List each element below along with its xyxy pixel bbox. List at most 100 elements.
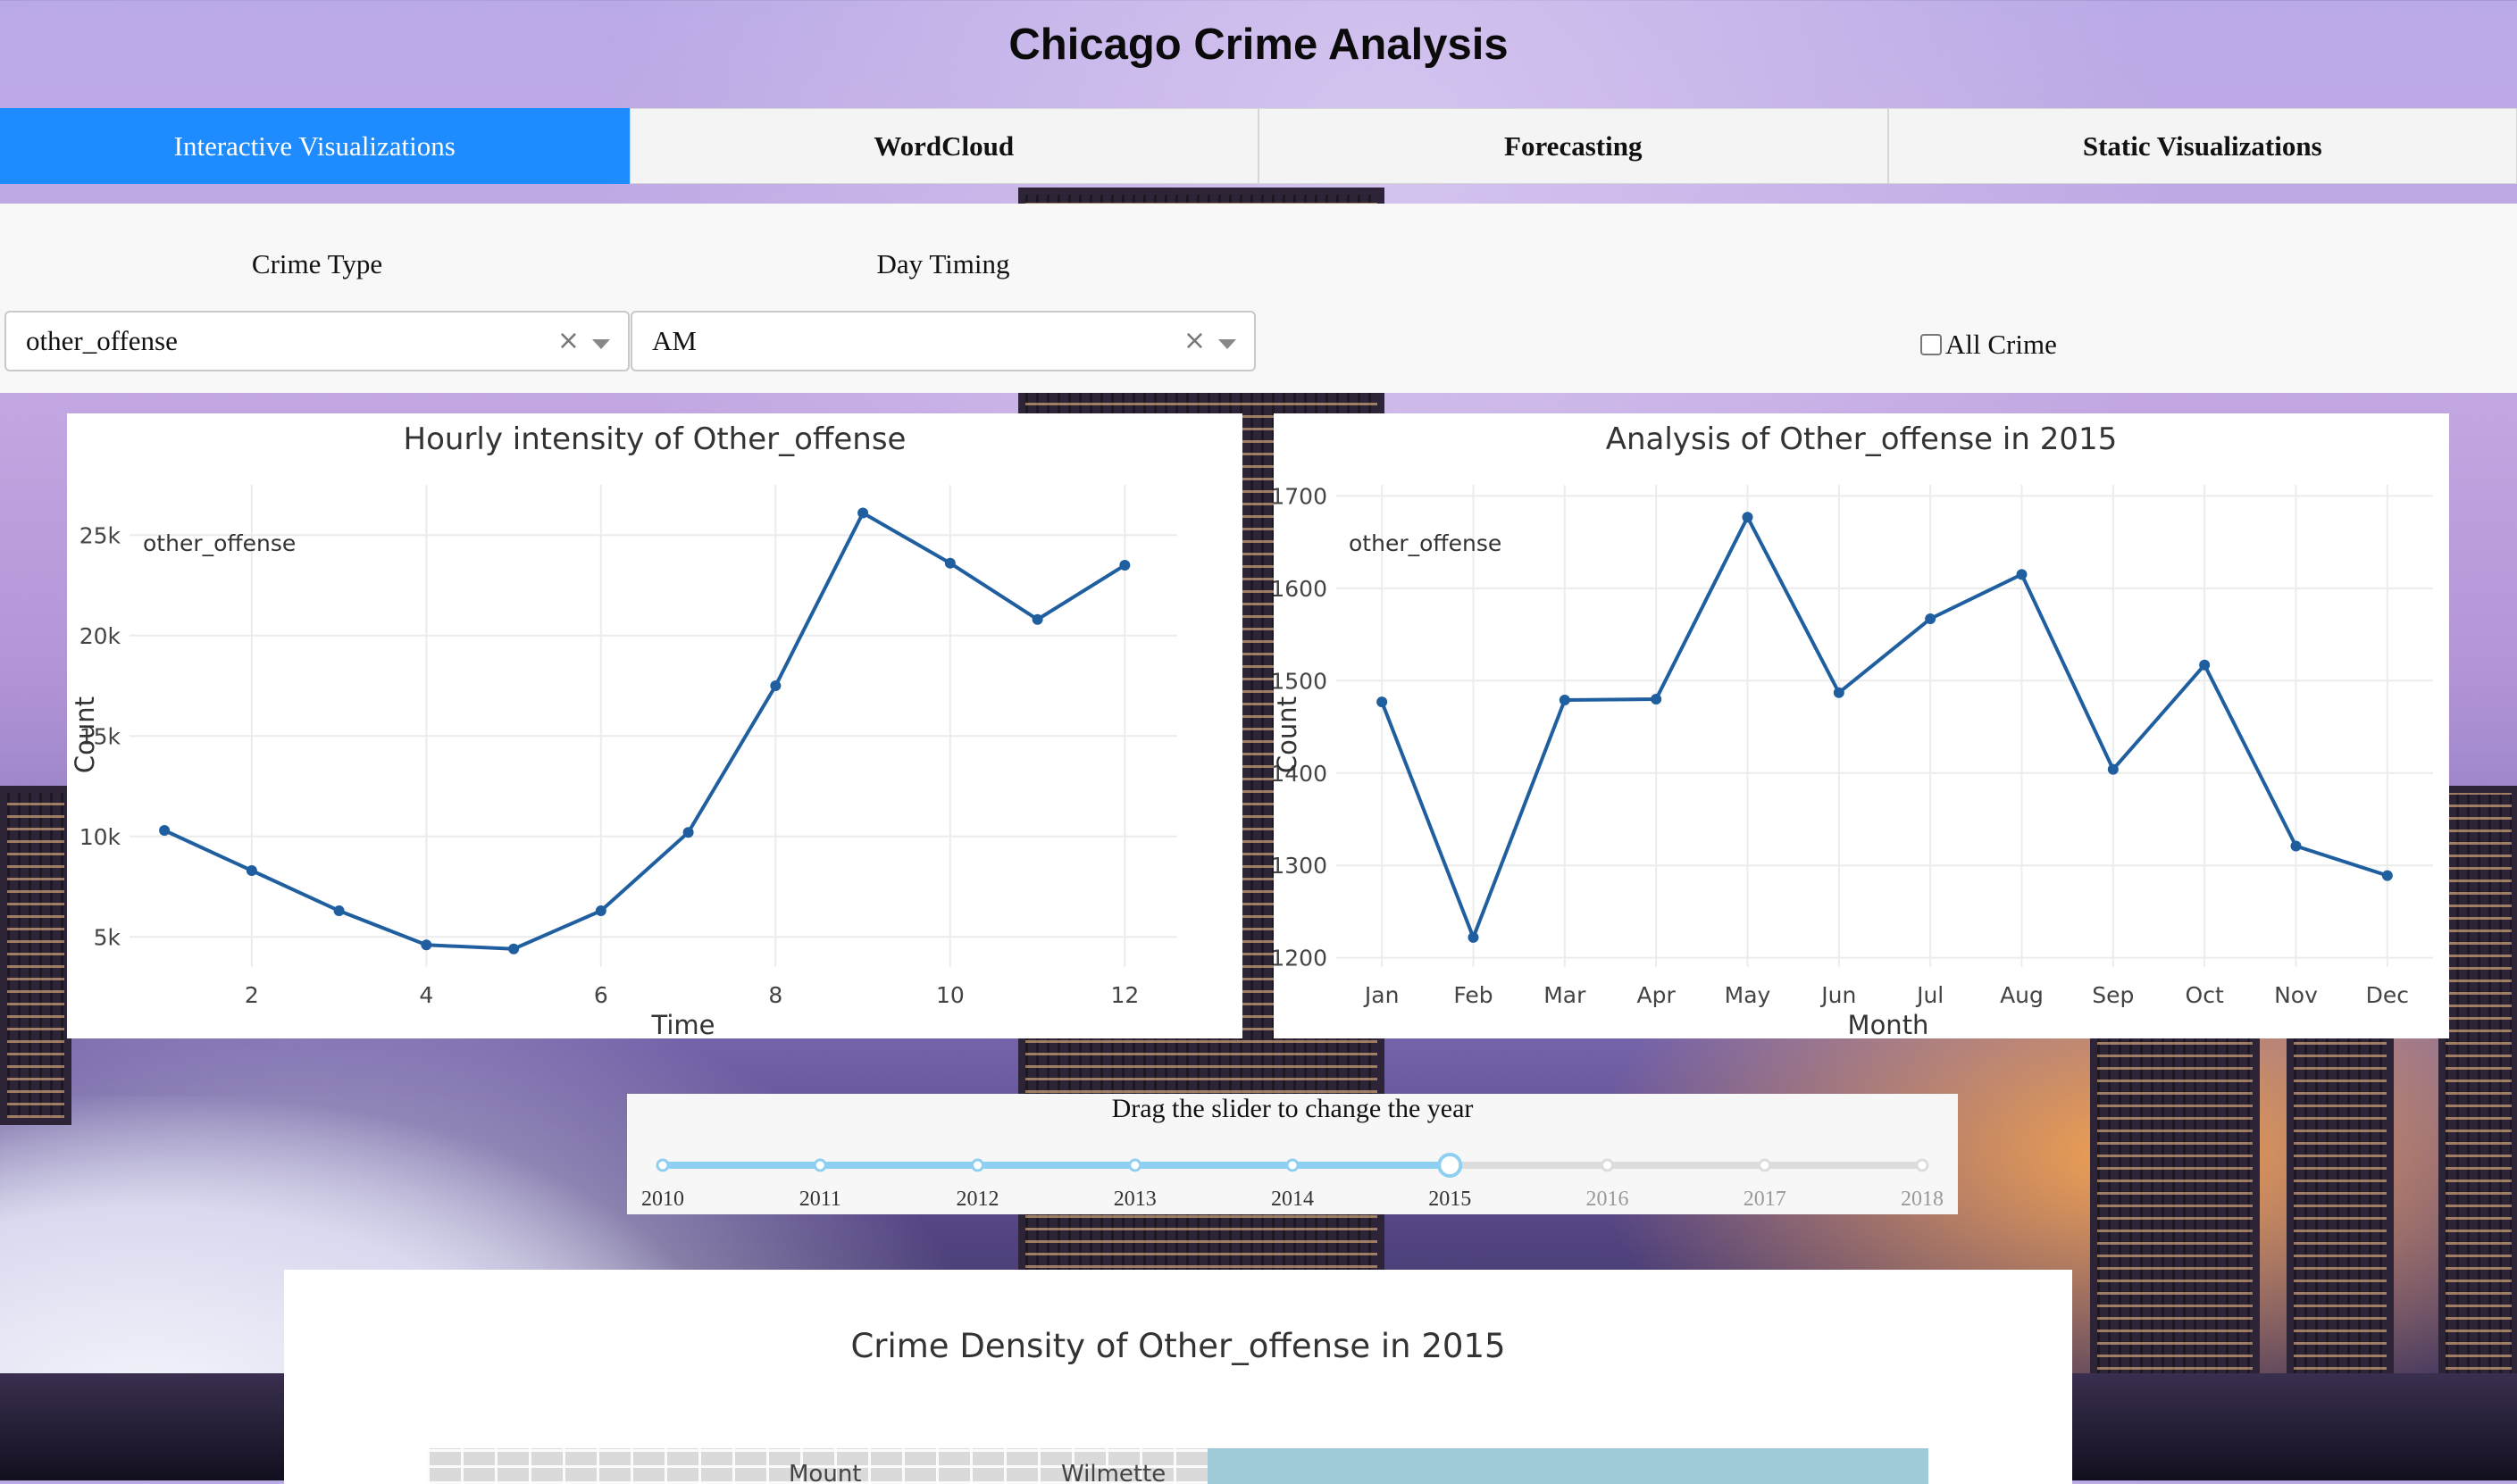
data-point[interactable] <box>2108 764 2119 775</box>
all-crime-checkbox[interactable] <box>1920 334 1942 355</box>
slider-dot[interactable] <box>1760 1160 1770 1171</box>
skyline-building <box>2438 786 2517 1402</box>
clear-icon[interactable]: × <box>557 325 580 356</box>
legend-label: other_offense <box>1349 530 1501 556</box>
data-point[interactable] <box>421 939 431 950</box>
data-point[interactable] <box>2199 660 2210 671</box>
x-tick-label: Oct <box>2186 982 2224 1008</box>
slider-dot[interactable] <box>657 1160 668 1171</box>
slider-dot[interactable] <box>1130 1160 1141 1171</box>
data-point[interactable] <box>596 905 606 916</box>
data-point[interactable] <box>945 558 956 569</box>
filter-controls: Crime Type Day Timing other_offense × AM… <box>0 204 2517 393</box>
x-tick-label: Jul <box>1915 982 1944 1008</box>
all-crime-toggle[interactable]: All Crime <box>1920 329 2057 361</box>
map-place-label: Wilmette <box>1061 1461 1166 1484</box>
x-tick-label: Nov <box>2274 982 2318 1008</box>
tab-wordcloud[interactable]: WordCloud <box>630 108 1259 184</box>
data-point[interactable] <box>508 944 519 955</box>
y-tick-label: 1600 <box>1274 576 1327 602</box>
x-tick-label: 8 <box>768 982 782 1008</box>
tab-bar: Interactive Visualizations WordCloud For… <box>0 108 2517 184</box>
data-point[interactable] <box>247 865 257 876</box>
slider-dot[interactable] <box>1602 1160 1613 1171</box>
clear-icon[interactable]: × <box>1183 325 1206 356</box>
data-point[interactable] <box>1834 688 1844 698</box>
x-tick-label: Aug <box>2000 982 2044 1008</box>
data-point[interactable] <box>1376 696 1387 707</box>
year-slider[interactable]: 2010 2011 2012 2013 2014 2015 2016 2017 2018 <box>627 1094 1958 1214</box>
slider-year-label[interactable]: 2015 <box>1428 1188 1471 1211</box>
data-point[interactable] <box>1651 694 1661 704</box>
y-tick-label: 1500 <box>1274 668 1327 694</box>
data-point[interactable] <box>1033 614 1043 625</box>
tab-static-visualizations[interactable]: Static Visualizations <box>1888 108 2517 184</box>
slider-year-label[interactable]: 2013 <box>1114 1188 1157 1211</box>
x-tick-label: 12 <box>1110 982 1139 1008</box>
data-point[interactable] <box>683 827 694 838</box>
slider-handle[interactable] <box>1439 1155 1460 1176</box>
y-tick-label: 1700 <box>1274 483 1327 509</box>
data-point[interactable] <box>159 825 170 836</box>
day-timing-label: Day Timing <box>631 248 1256 280</box>
data-point[interactable] <box>334 905 345 916</box>
x-tick-label: Mar <box>1543 982 1586 1008</box>
slider-year-label[interactable]: 2017 <box>1744 1188 1786 1211</box>
map-place-label: Mount <box>789 1461 862 1484</box>
data-point[interactable] <box>1560 695 1570 705</box>
slider-year-label[interactable]: 2010 <box>641 1188 684 1211</box>
data-point[interactable] <box>1119 560 1130 571</box>
y-tick-label: 10k <box>79 824 121 850</box>
data-point[interactable] <box>1925 613 1936 624</box>
crime-type-dropdown[interactable]: other_offense × <box>4 311 630 371</box>
x-tick-label: Feb <box>1453 982 1493 1008</box>
slider-dot[interactable] <box>973 1160 983 1171</box>
tab-interactive-visualizations[interactable]: Interactive Visualizations <box>0 108 630 184</box>
x-tick-label: May <box>1725 982 1771 1008</box>
data-point[interactable] <box>1468 932 1479 943</box>
x-tick-label: 6 <box>594 982 608 1008</box>
data-point[interactable] <box>2017 569 2028 579</box>
slider-dot[interactable] <box>1287 1160 1298 1171</box>
legend-label: other_offense <box>143 530 296 556</box>
series-line <box>164 513 1125 949</box>
chevron-down-icon[interactable] <box>1218 339 1236 349</box>
chevron-down-icon[interactable] <box>592 339 610 349</box>
day-timing-value: AM <box>652 325 697 357</box>
skyline-building <box>0 786 71 1125</box>
y-tick-label: 1200 <box>1274 946 1327 971</box>
slider-year-label[interactable]: 2011 <box>799 1188 841 1211</box>
slider-dot[interactable] <box>1917 1160 1927 1171</box>
tab-forecasting[interactable]: Forecasting <box>1258 108 1888 184</box>
crime-type-label: Crime Type <box>4 248 630 280</box>
slider-year-label[interactable]: 2014 <box>1271 1188 1314 1211</box>
crime-density-panel: Crime Density of Other_offense in 2015 M… <box>284 1270 2072 1484</box>
app-title: Chicago Crime Analysis <box>0 20 2517 70</box>
y-axis-label: Count <box>70 696 100 773</box>
x-tick-label: Jun <box>1819 982 1856 1008</box>
slider-year-label[interactable]: 2016 <box>1586 1188 1629 1211</box>
slider-dot[interactable] <box>815 1160 825 1171</box>
data-point[interactable] <box>857 508 868 519</box>
data-point[interactable] <box>1743 512 1753 522</box>
chart-title: Analysis of Other_offense in 2015 <box>1606 421 2117 457</box>
crime-density-map[interactable]: Mount Wilmette <box>427 1448 1928 1484</box>
map-title: Crime Density of Other_offense in 2015 <box>284 1327 2072 1365</box>
data-point[interactable] <box>770 680 781 691</box>
x-tick-label: Apr <box>1637 982 1677 1008</box>
data-point[interactable] <box>2382 871 2393 881</box>
data-point[interactable] <box>2291 840 2302 851</box>
y-tick-label: 20k <box>79 623 121 649</box>
x-tick-label: Dec <box>2366 982 2409 1008</box>
x-tick-label: Jan <box>1363 982 1400 1008</box>
all-crime-label: All Crime <box>1945 329 2057 361</box>
slider-year-label[interactable]: 2018 <box>1901 1188 1944 1211</box>
day-timing-dropdown[interactable]: AM × <box>631 311 1256 371</box>
y-axis-label: Count <box>1274 696 1302 773</box>
slider-year-label[interactable]: 2012 <box>957 1188 999 1211</box>
